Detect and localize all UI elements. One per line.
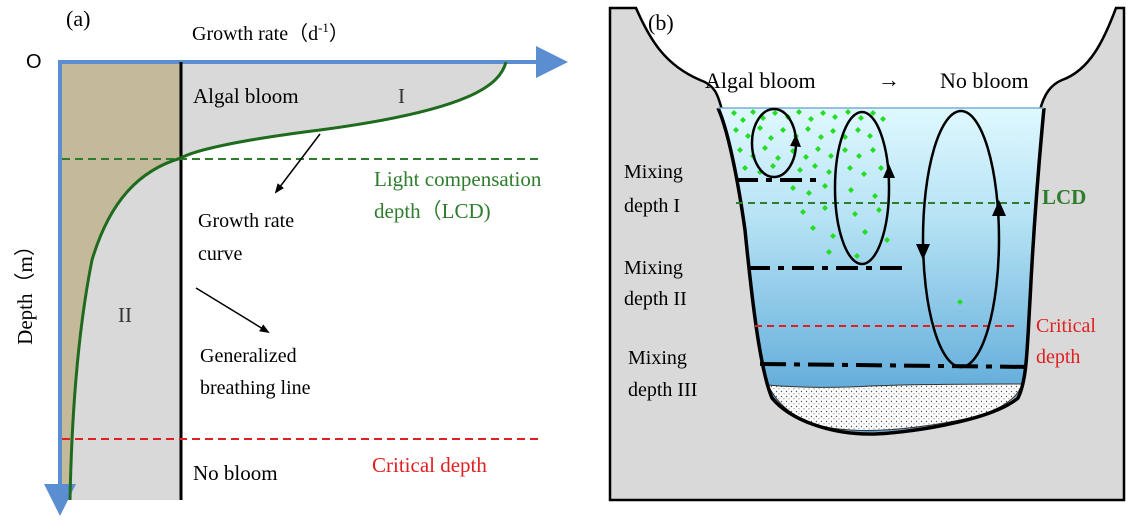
circulation-loop-large [921, 109, 1001, 369]
no-bloom-label-b: No bloom [940, 68, 1029, 93]
panel-a: (a) O Growth rate（d-1） Depth（m） Algal bl… [13, 6, 568, 516]
panel-b-label: (b) [648, 10, 674, 35]
critical-depth-label-b-line2: depth [1036, 346, 1080, 368]
basin-outline [716, 107, 1046, 436]
sediment [767, 383, 1023, 432]
origin-label: O [26, 51, 42, 73]
growth-rate-curve [68, 61, 508, 501]
critical-depth-label: Critical depth [372, 453, 487, 477]
region-ii-label: II [118, 303, 132, 327]
region-i-fill [181, 62, 506, 158]
mixing-depth-ii-label-line2: depth II [624, 288, 687, 310]
loop-large-arrow-down [916, 244, 930, 260]
bloom-transition-arrow: → [878, 67, 900, 92]
algal-bloom-label: Algal bloom [193, 84, 299, 108]
panel-b: (b) Algal bloom → No bloom Mixing depth … [608, 6, 1126, 502]
growth-curve-label-line2: curve [198, 243, 243, 265]
breathing-line-label-line2: breathing line [200, 377, 311, 399]
mixing-depth-iii-line [759, 362, 1035, 369]
lcd-label-b: LCD [1042, 185, 1086, 209]
breathing-line-label-line1: Generalized [200, 345, 297, 367]
mixing-depth-i-label-line2: depth I [624, 195, 680, 217]
lcd-label-line2: depth（LCD) [374, 199, 491, 223]
mixing-depth-ii-label-line1: Mixing [624, 257, 683, 279]
x-axis-title: Growth rate（d-1） [192, 20, 349, 45]
loop-large-arrow-up [992, 200, 1006, 216]
region-i-label: I [398, 84, 405, 108]
algae-dots [731, 109, 963, 305]
lcd-label-line1: Light compensation [374, 167, 542, 191]
growth-curve-label-line1: Growth rate [198, 210, 294, 232]
mixing-depth-iii-label-line1: Mixing [628, 347, 687, 369]
critical-depth-label-b-line1: Critical [1036, 315, 1096, 337]
circulation-loop-medium [833, 110, 891, 266]
growth-curve-pointer-arrow [274, 133, 321, 194]
panel-a-label: (a) [66, 6, 90, 31]
algal-bloom-label-b: Algal bloom [705, 68, 816, 93]
breathing-line-pointer-arrow [195, 287, 270, 334]
mixing-depth-iii-label-line2: depth III [628, 379, 697, 401]
loop-small-arrow-up [790, 134, 801, 147]
loop-medium-arrow-up [883, 164, 895, 178]
y-axis-title: Depth（m） [13, 235, 37, 345]
mixing-depth-i-label-line1: Mixing [624, 161, 683, 183]
no-bloom-label: No bloom [193, 461, 278, 485]
